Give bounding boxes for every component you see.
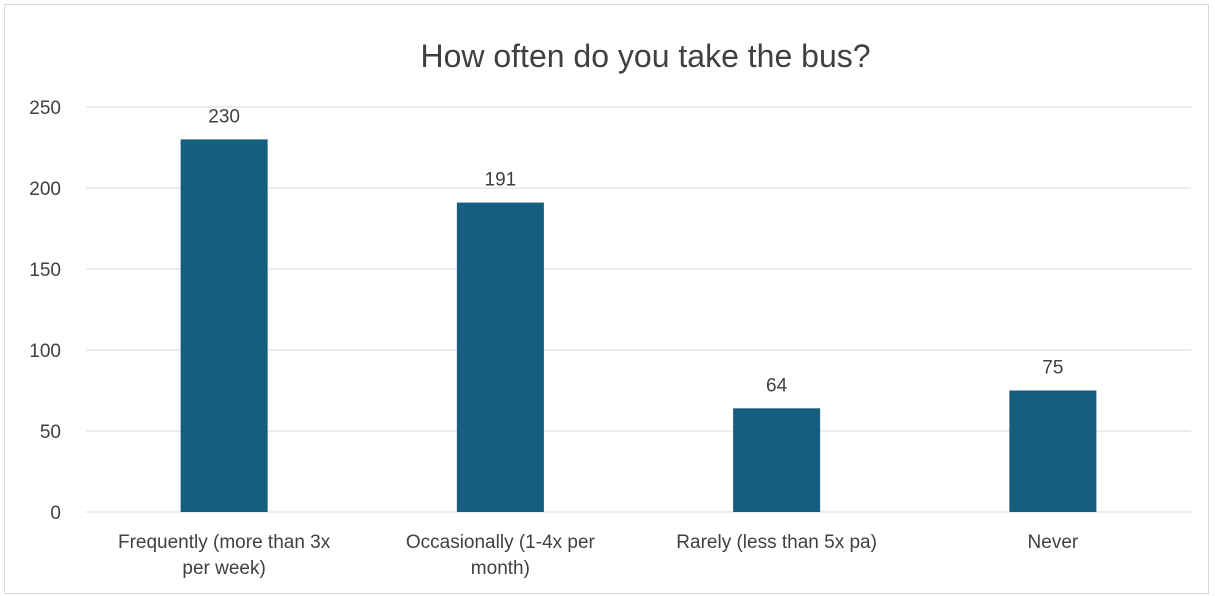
bar xyxy=(1009,390,1097,512)
y-tick-label: 50 xyxy=(40,422,61,443)
data-label: 75 xyxy=(1042,358,1063,379)
data-label: 230 xyxy=(208,106,240,127)
data-label: 191 xyxy=(485,170,517,191)
y-tick-label: 200 xyxy=(29,179,61,200)
bars xyxy=(180,139,1097,512)
x-category-label: month) xyxy=(471,558,530,579)
gridlines xyxy=(86,106,1191,513)
bar xyxy=(180,139,268,512)
y-axis-ticks: 0 50 100 150 200 250 xyxy=(29,98,61,524)
chart-title: How often do you take the bus? xyxy=(420,38,870,74)
x-category-label: Never xyxy=(1028,532,1079,553)
data-label: 64 xyxy=(766,375,788,396)
y-tick-label: 0 xyxy=(50,503,61,524)
bar xyxy=(733,408,821,512)
x-category-label: per week) xyxy=(182,558,265,579)
y-tick-label: 150 xyxy=(29,260,61,281)
y-tick-label: 250 xyxy=(29,98,61,119)
x-axis-categories: Frequently (more than 3x per week) Occasio… xyxy=(118,532,1079,579)
y-tick-label: 100 xyxy=(29,341,61,362)
x-category-label: Rarely (less than 5x pa) xyxy=(676,532,877,553)
x-category-label: Frequently (more than 3x xyxy=(118,532,331,553)
bar xyxy=(456,202,544,512)
x-category-label: Occasionally (1-4x per xyxy=(406,532,596,553)
data-labels: 230 191 64 75 xyxy=(208,106,1063,396)
bar-chart: How often do you take the bus? 0 50 100 150… xyxy=(29,38,1191,579)
chart-frame: How often do you take the bus? 0 50 100 150… xyxy=(4,4,1209,594)
